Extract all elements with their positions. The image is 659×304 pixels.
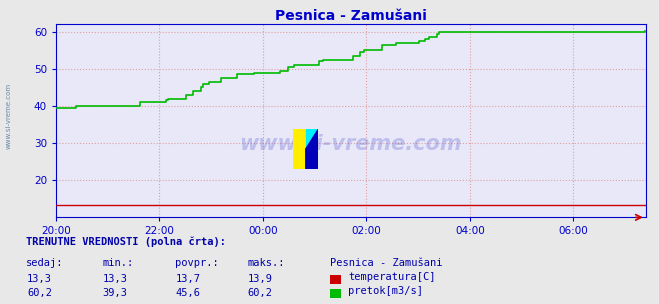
Text: povpr.:: povpr.: xyxy=(175,258,218,268)
Text: sedaj:: sedaj: xyxy=(26,258,64,268)
Text: 13,9: 13,9 xyxy=(248,274,273,284)
Text: 60,2: 60,2 xyxy=(248,288,273,299)
Text: 13,3: 13,3 xyxy=(27,274,52,284)
Text: Pesnica - Zamušani: Pesnica - Zamušani xyxy=(330,258,442,268)
Text: 60,2: 60,2 xyxy=(27,288,52,299)
Title: Pesnica - Zamušani: Pesnica - Zamušani xyxy=(275,9,427,23)
Polygon shape xyxy=(293,129,306,169)
Text: www.si-vreme.com: www.si-vreme.com xyxy=(5,82,11,149)
Text: www.si-vreme.com: www.si-vreme.com xyxy=(240,134,462,154)
Polygon shape xyxy=(306,129,318,149)
Polygon shape xyxy=(306,129,318,169)
Text: maks.:: maks.: xyxy=(247,258,285,268)
Text: TRENUTNE VREDNOSTI (polna črta):: TRENUTNE VREDNOSTI (polna črta): xyxy=(26,236,226,247)
Text: 13,7: 13,7 xyxy=(175,274,200,284)
Text: pretok[m3/s]: pretok[m3/s] xyxy=(348,286,423,296)
Text: 13,3: 13,3 xyxy=(103,274,128,284)
Text: 45,6: 45,6 xyxy=(175,288,200,299)
Text: min.:: min.: xyxy=(102,258,133,268)
Text: temperatura[C]: temperatura[C] xyxy=(348,272,436,282)
Text: 39,3: 39,3 xyxy=(103,288,128,299)
